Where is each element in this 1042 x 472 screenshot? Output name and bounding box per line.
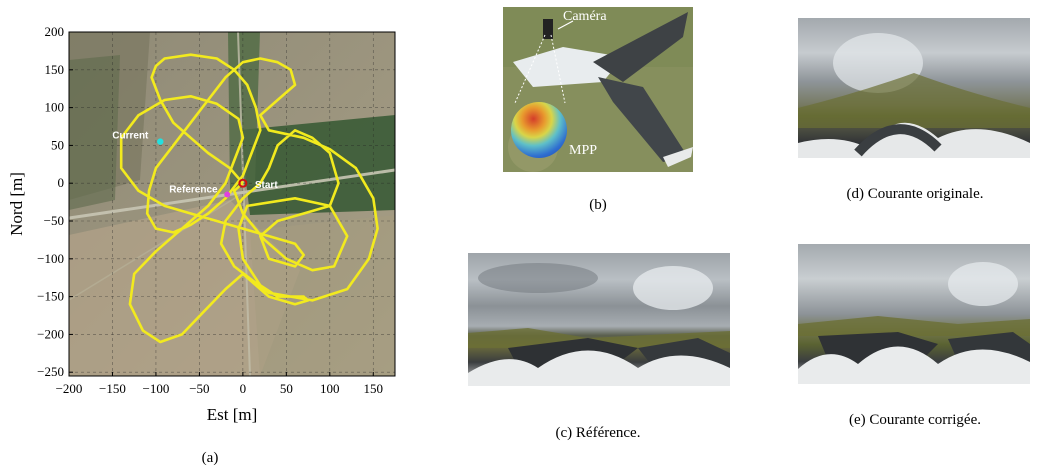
reference-panorama: [468, 253, 730, 386]
reference-label: Reference: [169, 185, 218, 196]
reference-panorama-detail: [468, 263, 730, 386]
caption-c: (c) Référence.: [555, 425, 641, 441]
x-tick-label: 100: [320, 381, 340, 396]
y-tick-label: −50: [44, 213, 64, 228]
plot-frame: [68, 31, 396, 377]
mpp-sphere-icon: [511, 102, 567, 158]
mpp-label: MPP: [569, 143, 598, 158]
x-tick-label: −50: [189, 381, 209, 396]
y-axis-label: Nord [m]: [7, 172, 26, 236]
current-marker: [157, 138, 164, 145]
current-corrected-panorama: [798, 244, 1030, 384]
y-tick-label: 50: [51, 137, 64, 152]
current-original-panorama: [798, 18, 1030, 158]
y-tick-label: 200: [45, 24, 65, 39]
x-tick-label: −100: [143, 381, 170, 396]
y-tick-label: −150: [37, 289, 64, 304]
y-tick-label: 150: [45, 62, 65, 77]
reference-marker: [224, 191, 231, 198]
y-tick-label: −100: [37, 251, 64, 266]
y-tick-label: 0: [58, 175, 65, 190]
y-tick-label: −250: [37, 364, 64, 379]
trajectory-plot: −200 −150 −100 −50 0 50 100 150 −250 −200 −150 −100…: [7, 24, 396, 424]
axis-ticks: −200 −150 −100 −50 0 50 100 150 −250 −200 −150 −100…: [37, 24, 383, 396]
x-tick-label: 0: [240, 381, 247, 396]
current-corrected-panorama-detail: [798, 262, 1030, 384]
current-label: Current: [112, 131, 149, 142]
caption-b: (b): [589, 197, 607, 213]
drone-photo: MPP Caméra: [503, 7, 693, 172]
caption-e: (e) Courante corrigée.: [848, 412, 981, 428]
x-tick-label: 150: [364, 381, 384, 396]
aerial-background: [69, 32, 395, 376]
camera-label: Caméra: [563, 9, 607, 24]
x-axis-label: Est [m]: [207, 405, 258, 424]
current-original-panorama-detail: [798, 33, 1030, 158]
caption-d: (d) Courante originale.: [846, 186, 984, 202]
camera-pointer: [514, 20, 574, 104]
y-tick-label: 100: [45, 100, 65, 115]
caption-a: (a): [201, 450, 219, 466]
x-tick-label: −200: [56, 381, 83, 396]
y-tick-label: −200: [37, 326, 64, 341]
start-marker: [238, 178, 248, 188]
x-tick-label: −150: [99, 381, 126, 396]
trajectory-line: [119, 53, 379, 344]
start-label: Start: [255, 180, 278, 191]
x-tick-label: 50: [280, 381, 293, 396]
